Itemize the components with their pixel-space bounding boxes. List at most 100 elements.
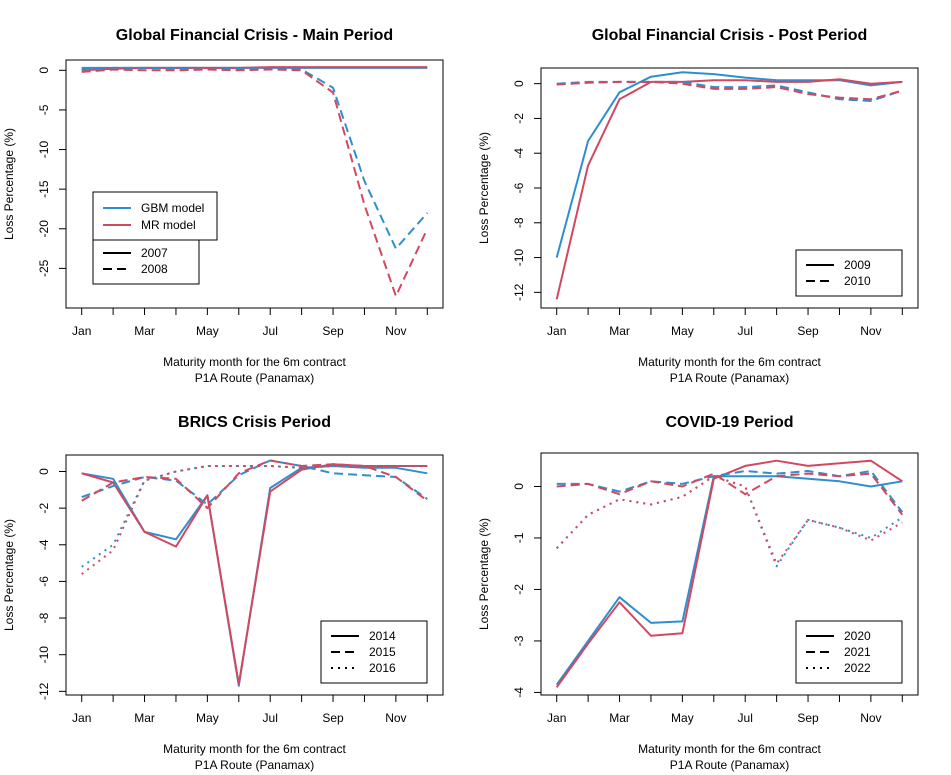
x-axis-label: Maturity month for the 6m contract bbox=[638, 355, 821, 369]
y-axis-label: Loss Percentage (%) bbox=[477, 132, 491, 244]
y-tick-label: -6 bbox=[37, 576, 51, 587]
y-tick-label: -1 bbox=[512, 532, 526, 543]
y-axis-label: Loss Percentage (%) bbox=[2, 519, 16, 631]
y-tick-label: -15 bbox=[37, 180, 51, 198]
y-tick-label: -8 bbox=[512, 217, 526, 228]
x-tick-label: Mar bbox=[609, 324, 630, 338]
chart-title: COVID-19 Period bbox=[665, 414, 793, 431]
y-tick-label: -12 bbox=[37, 682, 51, 700]
series-line-mr-2015 bbox=[81, 459, 428, 510]
x-axis-label-route: P1A Route (Panamax) bbox=[195, 371, 314, 385]
x-tick-label: May bbox=[196, 324, 219, 338]
series-line-mr-2009 bbox=[555, 78, 903, 300]
x-tick-label: Jan bbox=[72, 324, 91, 338]
x-tick-label: Sep bbox=[797, 711, 819, 725]
x-axis-label-route: P1A Route (Panamax) bbox=[195, 758, 314, 772]
chart-title: Global Financial Crisis - Main Period bbox=[116, 27, 393, 44]
y-tick-label: -10 bbox=[37, 646, 51, 664]
x-tick-label: Nov bbox=[385, 711, 406, 725]
legend-label: 2015 bbox=[369, 645, 396, 659]
x-tick-label: Nov bbox=[385, 324, 406, 338]
legend-label: GBM model bbox=[141, 201, 204, 215]
legend-label: 2020 bbox=[844, 629, 871, 643]
model-legend: GBM model MR model bbox=[92, 191, 218, 241]
x-axis-label-route: P1A Route (Panamax) bbox=[670, 371, 789, 385]
series-line-mr-2020 bbox=[555, 459, 903, 688]
y-tick-label: -25 bbox=[37, 259, 51, 277]
legend-box bbox=[795, 249, 903, 297]
year-legend: 2020 2021 2022 bbox=[795, 620, 903, 684]
x-tick-label: Jan bbox=[547, 324, 566, 338]
legend-label: 2007 bbox=[141, 246, 168, 260]
legend-box bbox=[92, 191, 218, 241]
x-tick-label: Mar bbox=[134, 711, 155, 725]
x-tick-label: Nov bbox=[860, 711, 881, 725]
series-line-mr-2022 bbox=[555, 475, 903, 565]
series-line-gbm-2022 bbox=[555, 475, 903, 568]
chart-panel-3: BRICS Crisis Period Jan Mar May Jul Sep Nov 0 -2… bbox=[2, 414, 444, 772]
x-tick-label: Nov bbox=[860, 324, 881, 338]
y-tick-label: -8 bbox=[37, 612, 51, 623]
y-tick-label: 0 bbox=[512, 483, 526, 490]
y-tick-label: -12 bbox=[512, 283, 526, 301]
x-tick-label: Mar bbox=[134, 324, 155, 338]
y-tick-label: -2 bbox=[512, 113, 526, 124]
legend-box bbox=[92, 237, 200, 285]
y-tick-label: -2 bbox=[37, 502, 51, 513]
series-line-gbm-2009 bbox=[555, 71, 903, 258]
series-line-gbm-2008 bbox=[81, 66, 429, 250]
y-tick-label: -4 bbox=[512, 148, 526, 159]
series-line-gbm-2016 bbox=[81, 465, 428, 568]
x-axis-label-route: P1A Route (Panamax) bbox=[670, 758, 789, 772]
x-axis-label: Maturity month for the 6m contract bbox=[163, 355, 346, 369]
x-tick-label: May bbox=[671, 324, 694, 338]
x-tick-label: Sep bbox=[797, 324, 819, 338]
x-tick-label: May bbox=[671, 711, 694, 725]
y-tick-label: -6 bbox=[512, 182, 526, 193]
series-line-mr-2021 bbox=[556, 472, 904, 516]
y-tick-label: -2 bbox=[512, 584, 526, 595]
series-line-mr-2016 bbox=[81, 465, 428, 575]
y-tick-label: -10 bbox=[37, 141, 51, 159]
x-tick-label: Jul bbox=[738, 711, 753, 725]
series-line-gbm-2021 bbox=[556, 470, 904, 513]
x-tick-label: Jan bbox=[547, 711, 566, 725]
series-line-mr-2010 bbox=[556, 80, 903, 101]
x-tick-label: Sep bbox=[322, 324, 344, 338]
year-legend: 2014 2015 2016 bbox=[320, 620, 428, 684]
y-tick-label: 0 bbox=[37, 67, 51, 74]
chart-panel-4: COVID-19 Period Jan Mar May Jul Sep Nov 0 -1 -2 -3… bbox=[477, 414, 919, 772]
chart-title: BRICS Crisis Period bbox=[178, 414, 331, 431]
y-tick-label: -4 bbox=[37, 539, 51, 550]
plot-frame bbox=[540, 452, 919, 696]
plot-frame bbox=[65, 454, 444, 696]
legend-label: MR model bbox=[141, 218, 196, 232]
y-tick-label: -20 bbox=[37, 220, 51, 238]
x-axis-label: Maturity month for the 6m contract bbox=[638, 742, 821, 756]
x-tick-label: Sep bbox=[322, 711, 344, 725]
plot-frame bbox=[65, 59, 444, 309]
y-tick-label: -10 bbox=[512, 249, 526, 267]
y-tick-label: -3 bbox=[512, 635, 526, 646]
x-tick-label: Jul bbox=[263, 324, 278, 338]
legend-label: 2010 bbox=[844, 274, 871, 288]
x-tick-label: Mar bbox=[609, 711, 630, 725]
y-axis-label: Loss Percentage (%) bbox=[477, 518, 491, 630]
chart-panel-1: Global Financial Crisis - Main Period Jan… bbox=[2, 27, 444, 385]
series-line-mr-2008 bbox=[81, 68, 429, 298]
y-axis-label: Loss Percentage (%) bbox=[2, 128, 16, 240]
legend-label: 2021 bbox=[844, 645, 871, 659]
legend-label: 2022 bbox=[844, 661, 871, 675]
x-tick-label: May bbox=[196, 711, 219, 725]
x-axis-label: Maturity month for the 6m contract bbox=[163, 742, 346, 756]
legend-label: 2016 bbox=[369, 661, 396, 675]
legend-label: 2014 bbox=[369, 629, 396, 643]
chart-title: Global Financial Crisis - Post Period bbox=[592, 27, 868, 44]
y-tick-label: -4 bbox=[512, 687, 526, 698]
x-tick-label: Jul bbox=[263, 711, 278, 725]
x-tick-label: Jul bbox=[738, 324, 753, 338]
y-tick-label: 0 bbox=[37, 468, 51, 475]
y-tick-label: -5 bbox=[37, 104, 51, 115]
legend-label: 2008 bbox=[141, 262, 168, 276]
series-line-gbm-2020 bbox=[555, 475, 903, 686]
